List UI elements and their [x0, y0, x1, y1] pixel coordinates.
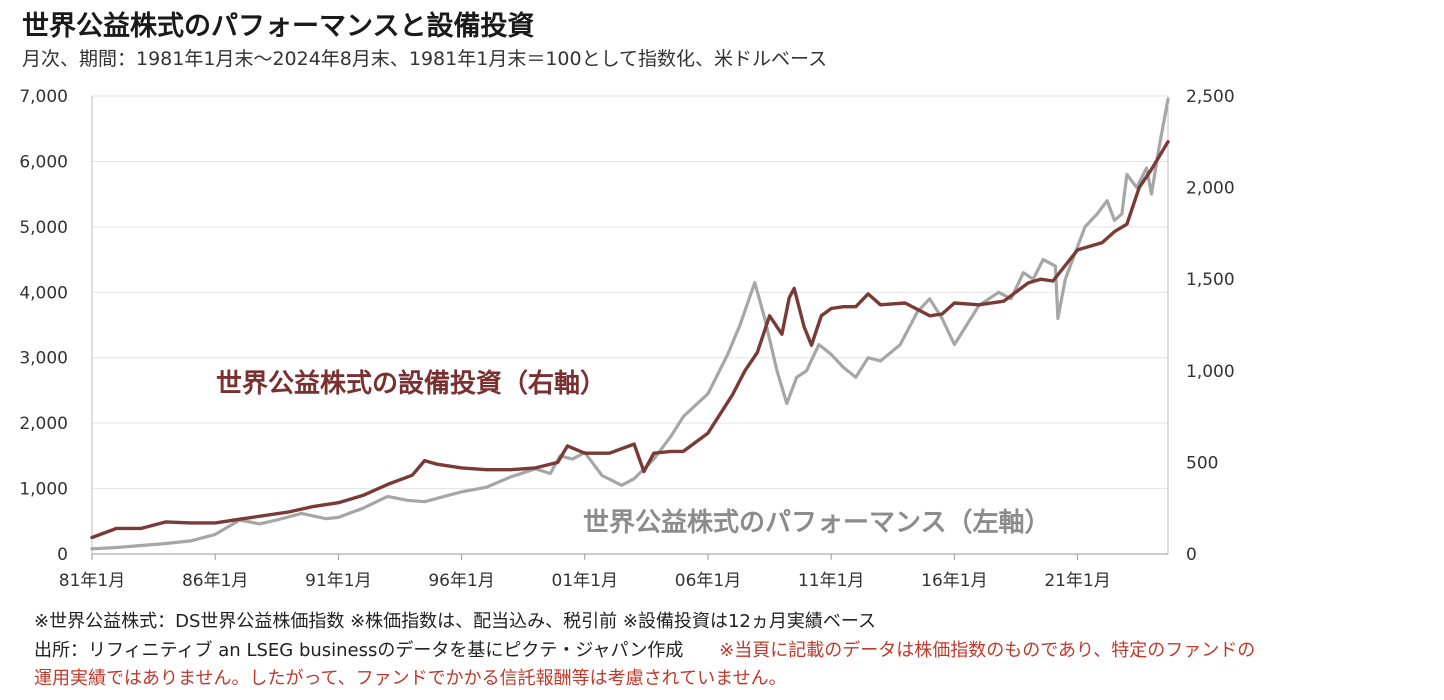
left-axis-ticks: 0 1,000 2,000 3,000 4,000 5,000 6,000 7,000	[19, 87, 68, 565]
right-axis-tick-label: 0	[1186, 545, 1197, 565]
footnote-source: 出所：リフィニティブ an LSEG businessのデータを基にピクテ・ジャ…	[34, 636, 1255, 662]
chart-subtitle: 月次、期間：1981年1月末～2024年8月末、1981年1月末＝100として指…	[22, 48, 828, 70]
x-axis-tick-label: 06年1月	[675, 571, 741, 591]
left-axis-tick-label: 5,000	[19, 218, 68, 238]
x-axis-tick-label: 91年1月	[305, 571, 371, 591]
capex-series-line	[90, 140, 1170, 540]
x-axis-tick-label: 01年1月	[552, 571, 618, 591]
left-axis-tick-label: 0	[57, 545, 68, 565]
left-axis-tick-label: 3,000	[19, 349, 68, 369]
x-axis-tick-label: 16年1月	[921, 571, 987, 591]
capex-series-label: 世界公益株式の設備投資（右軸）	[216, 368, 606, 399]
left-axis-tick-label: 2,000	[19, 414, 68, 434]
series-lines	[90, 97, 1170, 551]
chart-title: 世界公益株式のパフォーマンスと設備投資	[22, 11, 535, 42]
footnote-disclaimer-part2: 運用実績ではありません。したがって、ファンドでかかる信託報酬等は考慮されていませ…	[34, 668, 787, 689]
left-axis-tick-label: 1,000	[19, 480, 68, 500]
left-axis-tick-label: 4,000	[19, 283, 68, 303]
x-axis-tick-label: 21年1月	[1044, 571, 1110, 591]
right-axis-tick-label: 2,000	[1186, 179, 1235, 199]
right-axis-tick-label: 1,500	[1186, 270, 1235, 290]
right-axis-tick-label: 1,000	[1186, 362, 1235, 382]
x-axis-tick-label: 96年1月	[428, 571, 494, 591]
performance-series-line	[90, 97, 1170, 551]
x-axis-tick-label: 86年1月	[182, 571, 248, 591]
x-axis-ticks: 81年1月 86年1月 91年1月 96年1月 01年1月 06年1月 11年1月 16年1月…	[59, 554, 1111, 591]
x-axis-tick-label: 11年1月	[798, 571, 864, 591]
right-axis-tick-label: 500	[1186, 453, 1218, 473]
x-axis-tick-label: 81年1月	[59, 571, 125, 591]
gridlines	[91, 95, 1169, 555]
footnote-definitions: ※世界公益株式：DS世界公益株価指数 ※株価指数は、配当込み、税引前 ※設備投資…	[34, 611, 876, 632]
left-axis-tick-label: 7,000	[19, 87, 68, 107]
left-axis-tick-label: 6,000	[19, 152, 68, 172]
right-axis-tick-label: 2,500	[1186, 87, 1235, 107]
footnote-source-text: 出所：リフィニティブ an LSEG businessのデータを基にピクテ・ジャ…	[34, 640, 684, 661]
footnote-disclaimer-part1: ※当頁に記載のデータは株価指数のものであり、特定のファンドの	[719, 640, 1256, 661]
line-chart: 0 1,000 2,000 3,000 4,000 5,000 6,000 7,000 0 50…	[19, 87, 1235, 591]
performance-series-label: 世界公益株式のパフォーマンス（左軸）	[583, 507, 1050, 538]
right-axis-ticks: 0 500 1,000 1,500 2,000 2,500	[1186, 87, 1235, 565]
